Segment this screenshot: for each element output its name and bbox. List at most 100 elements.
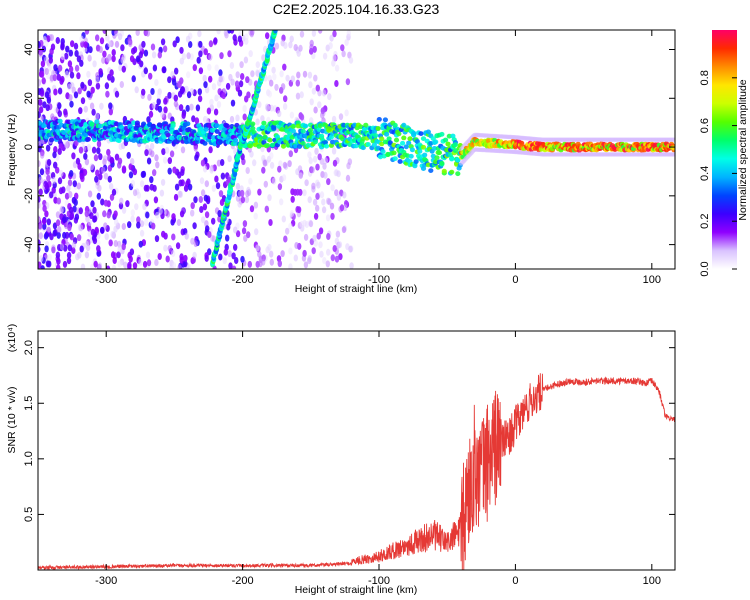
spectrogram-noise-cell [91, 108, 96, 116]
spectrogram-noise-cell [167, 157, 172, 165]
spectrogram-noise-cell [87, 224, 92, 232]
spectrogram-noise-cell [164, 146, 170, 154]
spectrogram-band-cell [305, 143, 311, 148]
spectrogram-noise-cell [173, 193, 179, 201]
spectrogram-noise-cell [178, 104, 184, 112]
spectrogram-noise-cell [215, 182, 221, 190]
spectrogram-noise-cell [227, 50, 232, 58]
spectrogram-noise-cell [232, 34, 237, 42]
spectrogram-noise-cell [203, 81, 208, 89]
spectrogram-noise-cell [202, 165, 208, 173]
spectrogram-noise-cell [117, 157, 123, 165]
spectrogram-noise-cell [226, 223, 231, 231]
spectrogram-noise-cell [242, 105, 247, 112]
spectrogram-noise-cell [55, 251, 61, 259]
spectrogram-noise-cell [110, 230, 115, 238]
snr-y-scale-label: (x10⁴) [6, 324, 18, 352]
spectrogram-band-cell [154, 138, 160, 144]
spectrogram-noise-cell [295, 79, 300, 87]
spectrogram-noise-cell [89, 163, 95, 171]
spectrogram-noise-cell [277, 165, 282, 173]
spectrogram-noise-cell [225, 82, 231, 90]
spectrogram-noise-cell [87, 219, 93, 227]
spectrogram-noise-cell [196, 56, 201, 64]
spectrogram-noise-cell [113, 210, 118, 218]
spectrogram-noise-cell [90, 200, 95, 208]
x-tick-label: -100 [368, 575, 390, 587]
spectrogram-noise-cell [248, 177, 253, 185]
spectrogram-noise-cell [255, 70, 260, 78]
spectrogram-noise-cell [106, 148, 111, 156]
spectrogram-noise-cell [327, 93, 332, 101]
spectrogram-noise-cell [70, 40, 75, 48]
spectrogram-noise-cell [146, 116, 151, 124]
spectrogram-noise-cell [341, 50, 346, 58]
y-tick-label: 0 [23, 144, 35, 150]
spectrogram-noise-cell [199, 206, 204, 213]
spectrogram-noise-cell [308, 157, 313, 165]
spectrogram-noise-cell [242, 220, 248, 228]
spectrogram-noise-cell [220, 159, 225, 166]
spectrogram-noise-cell [344, 38, 349, 46]
spectrogram-noise-cell [198, 40, 203, 48]
spectrogram-noise-cell [93, 154, 99, 162]
spectrogram-noise-cell [80, 97, 86, 105]
spectrogram-noise-cell [154, 79, 159, 86]
spectrogram-noise-cell [38, 160, 41, 168]
spectrogram-noise-cell [67, 60, 73, 68]
spectrogram-noise-cell [202, 74, 207, 82]
spectrogram-noise-cell [344, 109, 349, 117]
spectrogram-band-cell [137, 133, 143, 138]
spectrogram-noise-cell [101, 56, 106, 64]
spectrogram-noise-cell [288, 247, 293, 255]
spectrogram-noise-cell [204, 86, 210, 94]
spectrogram-noise-cell [326, 248, 331, 256]
spectrogram-noise-cell [244, 196, 250, 204]
spectrogram-noise-cell [38, 98, 43, 106]
spectrogram-noise-cell [44, 182, 49, 190]
spectrogram-noise-cell [75, 253, 80, 261]
spectrogram-noise-cell [246, 91, 251, 99]
spectrogram-noise-cell [309, 98, 314, 106]
spectrogram-noise-cell [260, 115, 265, 123]
spectrogram-noise-cell [185, 104, 190, 112]
spectrogram-noise-cell [48, 56, 53, 64]
spectrogram-noise-cell [132, 168, 138, 176]
x-tick-label: 100 [643, 575, 661, 587]
spectrogram-band-cell [397, 159, 403, 164]
spectrogram-noise-cell [117, 33, 123, 41]
spectrogram-noise-cell [213, 37, 218, 45]
spectrogram-noise-cell [86, 143, 92, 151]
spectrogram-x-ticks: -300 -200 -100 0 100 [95, 30, 661, 286]
spectrogram-noise-cell [219, 52, 224, 60]
colorbar: 0.0 0.2 0.4 0.6 0.8 Normalized spectral ampl… [699, 30, 749, 277]
spectrogram-noise-cell [277, 260, 282, 268]
spectrogram-noise-cell [179, 46, 184, 54]
spectrogram-noise-cell [326, 178, 331, 186]
colorbar-tick-label: 0.8 [699, 70, 711, 85]
spectrogram-noise-cell [265, 32, 270, 40]
spectrogram-noise-cell [106, 211, 111, 219]
spectrogram-noise-cell [67, 83, 72, 91]
y-tick-label: 2.0 [23, 340, 35, 355]
spectrogram-noise-cell [114, 90, 120, 98]
spectrogram-noise-cell [139, 180, 145, 188]
spectrogram-noise-cell [319, 191, 325, 199]
spectrogram-band-cell [170, 123, 176, 129]
spectrogram-noise-cell [102, 210, 107, 218]
spectrogram-noise-cell [38, 261, 42, 269]
spectrogram-noise-cell [262, 159, 268, 167]
spectrogram-band-cell [375, 126, 381, 131]
spectrogram-noise-cell [77, 87, 82, 95]
spectrogram-noise-cell [143, 184, 149, 192]
spectrogram-noise-cell [132, 189, 138, 197]
spectrogram-band-cell [392, 156, 398, 162]
spectrogram-noise-cell [111, 49, 116, 56]
spectrogram-noise-cell [76, 55, 82, 63]
snr-series-line [38, 373, 675, 570]
spectrogram-noise-cell [162, 156, 168, 164]
spectrogram-noise-cell [50, 43, 56, 51]
spectrogram-noise-cell [311, 30, 317, 37]
spectrogram-noise-cell [345, 174, 351, 182]
spectrogram-band-cell [445, 141, 451, 147]
